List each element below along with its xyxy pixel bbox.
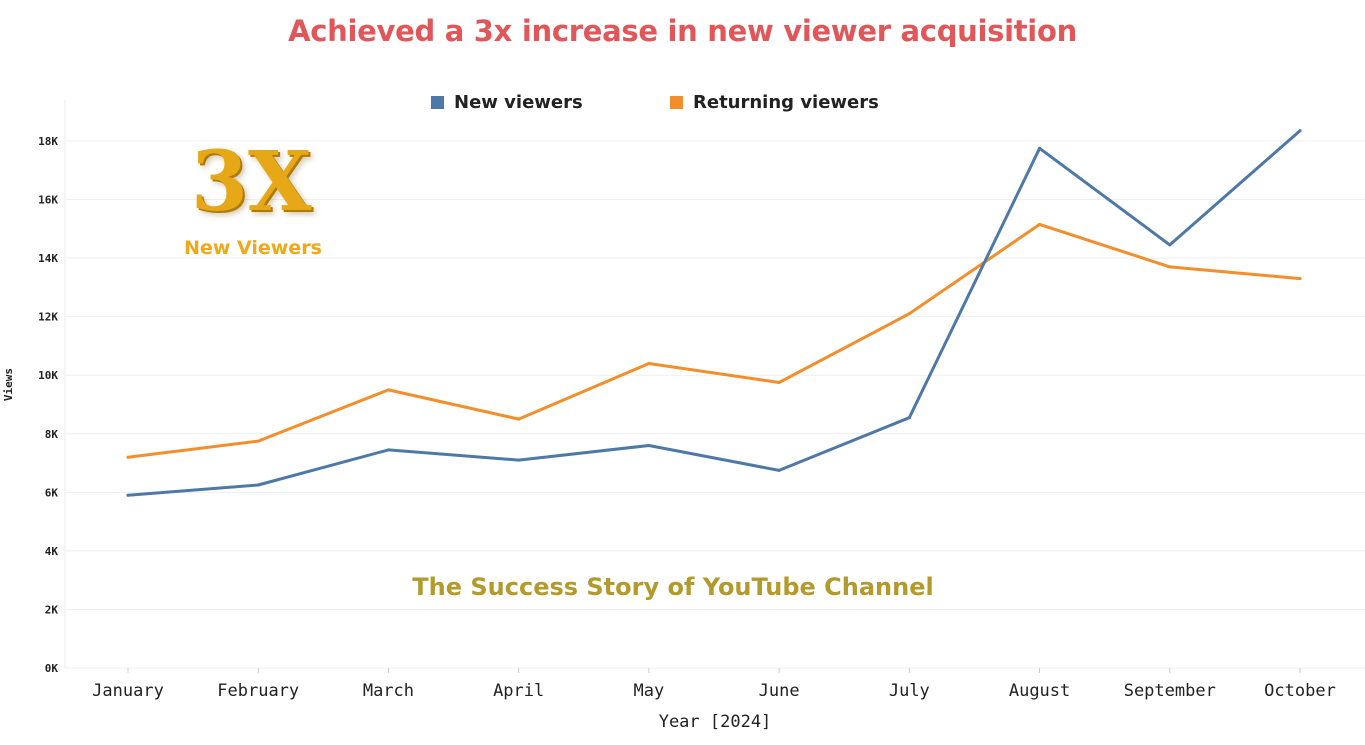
x-tick-label: March (363, 681, 414, 701)
y-axis-label: Views (2, 367, 16, 402)
data-point (647, 443, 651, 447)
data-point (256, 483, 260, 487)
chart-title: Achieved a 3x increase in new viewer acq… (288, 14, 1077, 48)
data-point (1168, 243, 1172, 247)
data-point (1168, 265, 1172, 269)
y-tick-label: 18K (38, 135, 58, 148)
x-tick-label: February (217, 681, 299, 701)
gridlines (64, 100, 1365, 669)
y-tick-label: 16K (38, 194, 58, 207)
data-point (777, 381, 781, 385)
y-tick-label: 12K (38, 311, 58, 324)
y-tick-label: 4K (45, 545, 59, 558)
badge-number: 3X (191, 134, 312, 230)
y-tick-label: 2K (45, 603, 59, 616)
data-point (647, 362, 651, 366)
x-tick-label: September (1124, 681, 1216, 701)
x-tick-label: October (1264, 681, 1336, 701)
y-tick-label: 10K (38, 369, 58, 382)
legend-item-new-viewers[interactable]: New viewers (431, 92, 583, 113)
x-tick-label: June (759, 681, 800, 701)
data-point (907, 416, 911, 420)
y-axis-ticks: 0K 2K 4K 6K 8K 10K 12K 14K 16K 18K (38, 135, 58, 675)
x-tick-label: August (1009, 681, 1070, 701)
data-point (386, 448, 390, 452)
series-lines (126, 129, 1302, 497)
data-point (1298, 277, 1302, 281)
y-tick-label: 8K (45, 428, 59, 441)
y-tick-label: 6K (45, 486, 59, 499)
data-point (1038, 222, 1042, 226)
x-axis-ticks: January February March April May June July Augu… (92, 668, 1336, 701)
series-line-returning-viewers (126, 222, 1302, 459)
legend-label-new-viewers: New viewers (454, 92, 583, 113)
badge-3x-new-viewers: 3X New Viewers (133, 135, 373, 265)
x-tick-label: January (92, 681, 164, 701)
legend-label-returning-viewers: Returning viewers (693, 92, 879, 113)
data-point (517, 458, 521, 462)
data-point (907, 312, 911, 316)
badge-text: New Viewers (184, 237, 322, 259)
data-point (386, 388, 390, 392)
data-point (126, 493, 130, 497)
data-point (517, 417, 521, 421)
legend-swatch-returning-viewers (670, 96, 683, 109)
data-point (777, 468, 781, 472)
series-line-new-viewers (126, 129, 1302, 497)
data-point (1038, 146, 1042, 150)
data-point (256, 439, 260, 443)
x-tick-label: April (493, 681, 544, 701)
chart-subtitle: The Success Story of YouTube Channel (412, 573, 934, 601)
data-point (126, 455, 130, 459)
x-tick-label: May (634, 681, 665, 701)
legend-swatch-new-viewers (431, 96, 444, 109)
legend-item-returning-viewers[interactable]: Returning viewers (670, 92, 879, 113)
y-tick-label: 14K (38, 252, 58, 265)
x-axis-label: Year [2024] (658, 712, 772, 732)
y-tick-label: 0K (45, 662, 59, 675)
data-point (1298, 129, 1302, 133)
x-tick-label: July (889, 681, 930, 701)
